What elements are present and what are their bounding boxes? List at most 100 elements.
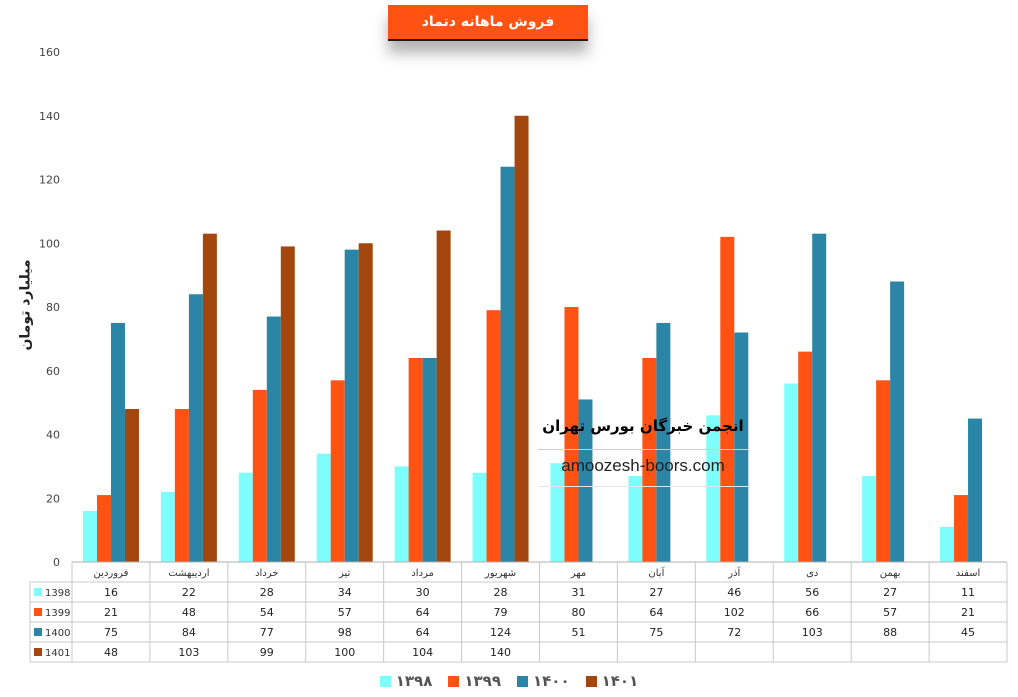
bar-1401-5 [436,230,451,562]
bar-1398-11 [862,475,877,562]
watermark-title: انجمن خبرگان بورس تهران [542,417,744,435]
y-tick-label: 80 [46,301,60,314]
data-table: فروردین اردیبهشت خرداد تیر مرداد شهریور مهر آبا… [29,561,1008,663]
category-label: مرداد [411,568,434,579]
table-value: 64 [416,626,430,639]
category-label: فروردین [94,568,129,579]
table-value: 66 [805,606,819,619]
bar-1400-10 [812,233,827,562]
table-value: 30 [416,586,430,599]
bar-1400-2 [188,294,203,562]
legend-label: ۱۳۹۹ [464,672,501,690]
y-tick-label: 120 [39,174,60,187]
table-value: 11 [961,586,975,599]
chart-title: فروش ماهانه دتماد [388,5,588,41]
table-value: 64 [649,606,663,619]
bar-1398-3 [238,472,253,562]
table-series-label: 1400 [45,628,70,639]
bar-1398-1 [82,511,97,562]
category-label: اردیبهشت [168,568,209,579]
bar-1399-1 [96,495,111,562]
bars [82,115,983,562]
bar-1400-8 [656,322,671,562]
legend: ۱۳۹۸ ۱۳۹۹ ۱۴۰۰ ۱۴۰۱ [0,672,1018,690]
legend-item-1399: ۱۳۹۹ [448,672,501,690]
table-series-swatch [34,588,42,596]
table-value: 27 [649,586,663,599]
watermark: انجمن خبرگان بورس تهران amoozesh-boors.c… [538,413,748,488]
bar-1399-11 [876,380,891,562]
table-value: 21 [961,606,975,619]
watermark-divider [538,486,748,487]
legend-label: ۱۴۰۰ [533,672,570,690]
table-value: 140 [490,646,511,659]
bar-1401-2 [202,233,217,562]
table-value: 75 [104,626,118,639]
bar-1400-12 [968,418,983,562]
category-label: خرداد [255,568,278,579]
legend-label: ۱۴۰۱ [601,672,639,690]
y-tick-label: 160 [39,46,60,59]
table-series-swatch [34,648,42,656]
table-value: 100 [334,646,355,659]
bar-1401-4 [358,243,373,562]
bar-1398-5 [394,466,409,562]
bar-1400-9 [734,332,749,562]
table-value: 64 [416,606,430,619]
table-value: 75 [649,626,663,639]
legend-item-1398: ۱۳۹۸ [379,672,433,690]
y-tick-label: 60 [46,365,60,378]
table-value: 99 [260,646,274,659]
category-label: تیر [338,568,351,579]
table-value: 31 [571,586,585,599]
table-value: 16 [104,586,118,599]
table-series-label: 1399 [45,608,70,619]
category-label: مهر [570,568,586,579]
legend-swatch [448,675,460,687]
legend-swatch [517,675,528,687]
table-value: 51 [571,626,585,639]
bar-1398-8 [628,475,643,562]
table-value: 46 [727,586,741,599]
table-value: 54 [260,606,274,619]
table-series-swatch [34,608,42,616]
legend-label: ۱۳۹۸ [395,672,433,690]
table-series-label: 1398 [45,588,70,599]
bar-1400-11 [890,281,905,562]
bar-1399-2 [174,409,189,562]
table-value: 102 [724,606,745,619]
bar-1399-7 [564,307,579,562]
bar-1399-5 [408,358,423,562]
bar-1398-10 [784,383,799,562]
category-label: شهریور [484,568,516,579]
watermark-url: amoozesh-boors.com [561,456,725,475]
y-tick-label: 100 [39,237,60,250]
bar-1399-3 [252,389,267,562]
legend-swatch [379,675,391,687]
table-value: 22 [182,586,196,599]
table-value: 72 [727,626,741,639]
category-label: بهمن [880,568,901,579]
y-tick-label: 0 [53,556,60,569]
y-axis-ticks: 0 20 40 60 80 100 120 140 160 [39,46,60,569]
table-value: 124 [490,626,511,639]
table-value: 28 [494,586,508,599]
watermark-divider [538,449,748,450]
table-value: 57 [338,606,352,619]
table-value: 88 [883,626,897,639]
table-value: 104 [412,646,433,659]
bar-1400-4 [344,249,359,562]
bar-1399-8 [642,358,657,562]
table-value: 98 [338,626,352,639]
table-value: 84 [182,626,196,639]
bar-1399-6 [486,310,501,562]
bar-1399-4 [330,380,345,562]
bar-1398-6 [472,472,487,562]
category-label: اسفند [956,568,980,579]
bar-chart: 0 20 40 60 80 100 120 140 160 فروردین اردیبهشت خرد… [29,46,1008,663]
table-series-swatch [34,628,42,636]
bar-1401-6 [514,115,529,562]
bar-1398-12 [940,526,955,562]
bar-1398-2 [160,491,175,562]
bar-1401-1 [124,409,139,562]
